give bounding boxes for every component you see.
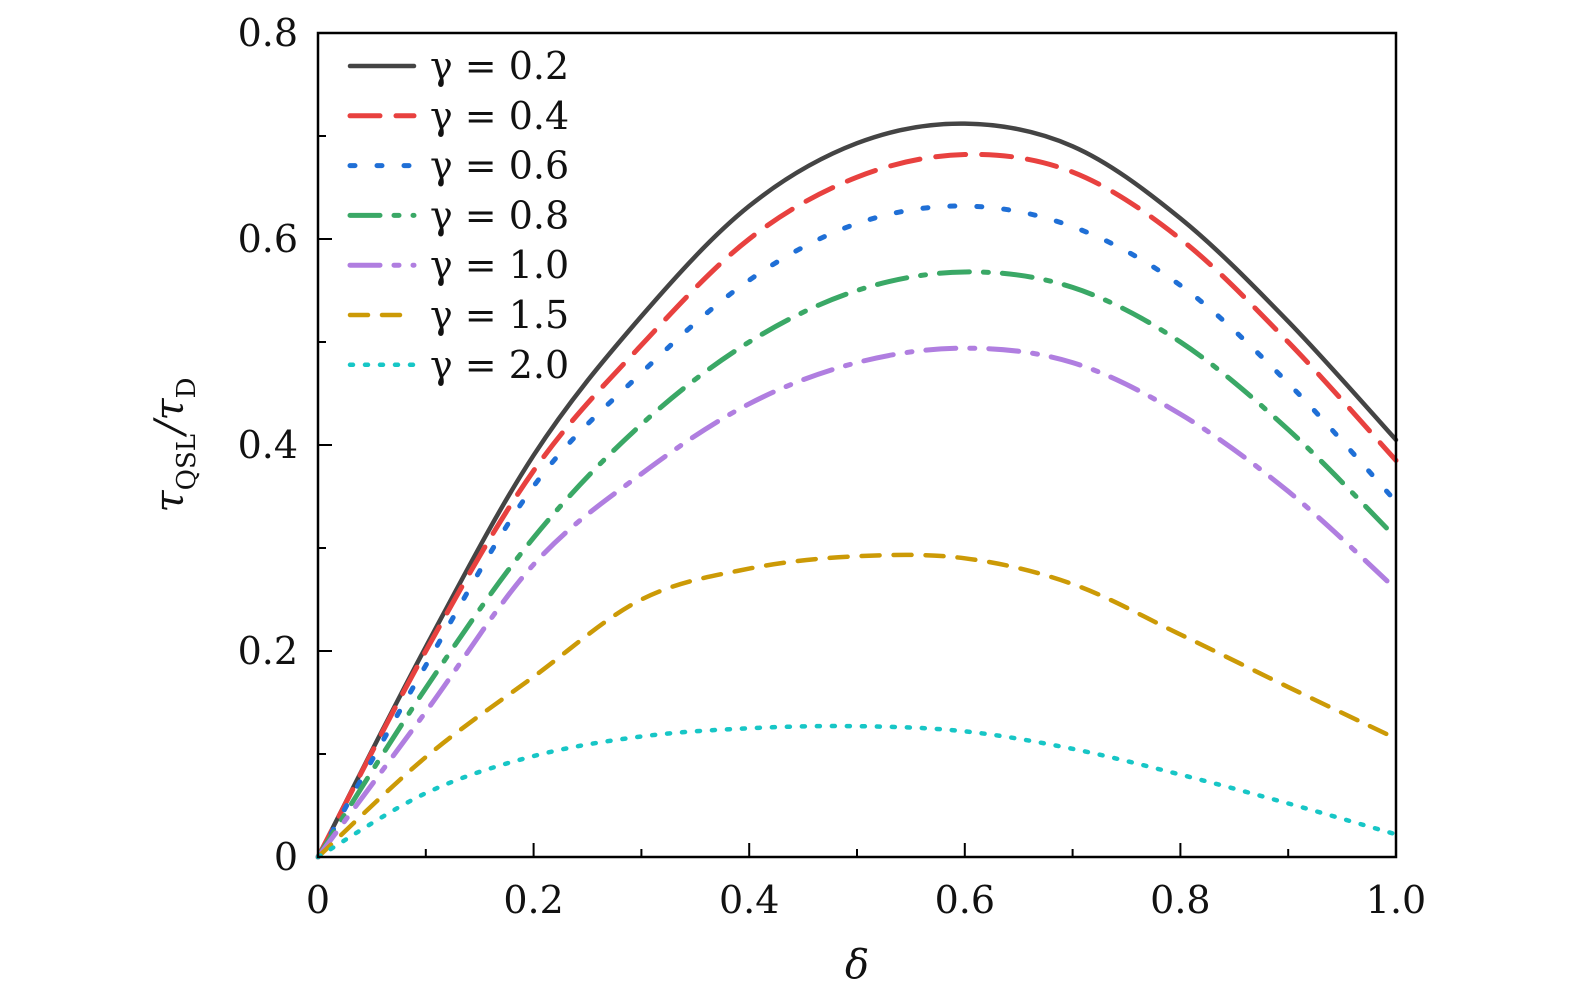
y-axis-label: τQSL/τD	[147, 377, 202, 512]
legend-label: γ = 2.0	[430, 343, 569, 387]
x-tick-label: 0	[306, 878, 330, 922]
x-tick-label: 0.2	[503, 878, 563, 922]
y-tick-label: 0.2	[238, 629, 298, 673]
series-line-5	[315, 552, 1399, 860]
legend-label: γ = 0.4	[430, 94, 569, 138]
series-line-6	[315, 723, 1399, 860]
y-tick-label: 0	[274, 835, 298, 879]
y-tick-label: 0.4	[238, 423, 298, 467]
x-tick-label: 1.0	[1366, 878, 1426, 922]
series-line-4	[315, 345, 1399, 860]
ticks: 0 0.2 0.4 0.6 0.8 1.0 0 0.2 0.4 0.6 0.8	[238, 11, 1427, 922]
legend-label: γ = 1.0	[430, 243, 569, 287]
legend-label: γ = 0.6	[430, 144, 569, 188]
x-tick-label: 0.6	[935, 878, 995, 922]
y-tick-label: 0.6	[238, 217, 298, 261]
legend: γ = 0.2 γ = 0.4 γ = 0.6 γ = 0.8 γ = 1.0 γ = 1…	[347, 44, 569, 387]
series-line-1	[315, 151, 1399, 860]
x-tick-label: 0.4	[719, 878, 779, 922]
y-tick-label: 0.8	[238, 11, 298, 55]
x-tick-label: 0.8	[1150, 878, 1210, 922]
series-line-0	[315, 121, 1399, 860]
series-line-3	[315, 269, 1399, 860]
legend-label: γ = 1.5	[430, 293, 569, 337]
curves	[315, 121, 1399, 860]
legend-label: γ = 0.8	[430, 193, 569, 237]
series-line-2	[315, 203, 1399, 860]
legend-label: γ = 0.2	[430, 44, 569, 88]
x-axis-label: δ	[845, 942, 869, 988]
